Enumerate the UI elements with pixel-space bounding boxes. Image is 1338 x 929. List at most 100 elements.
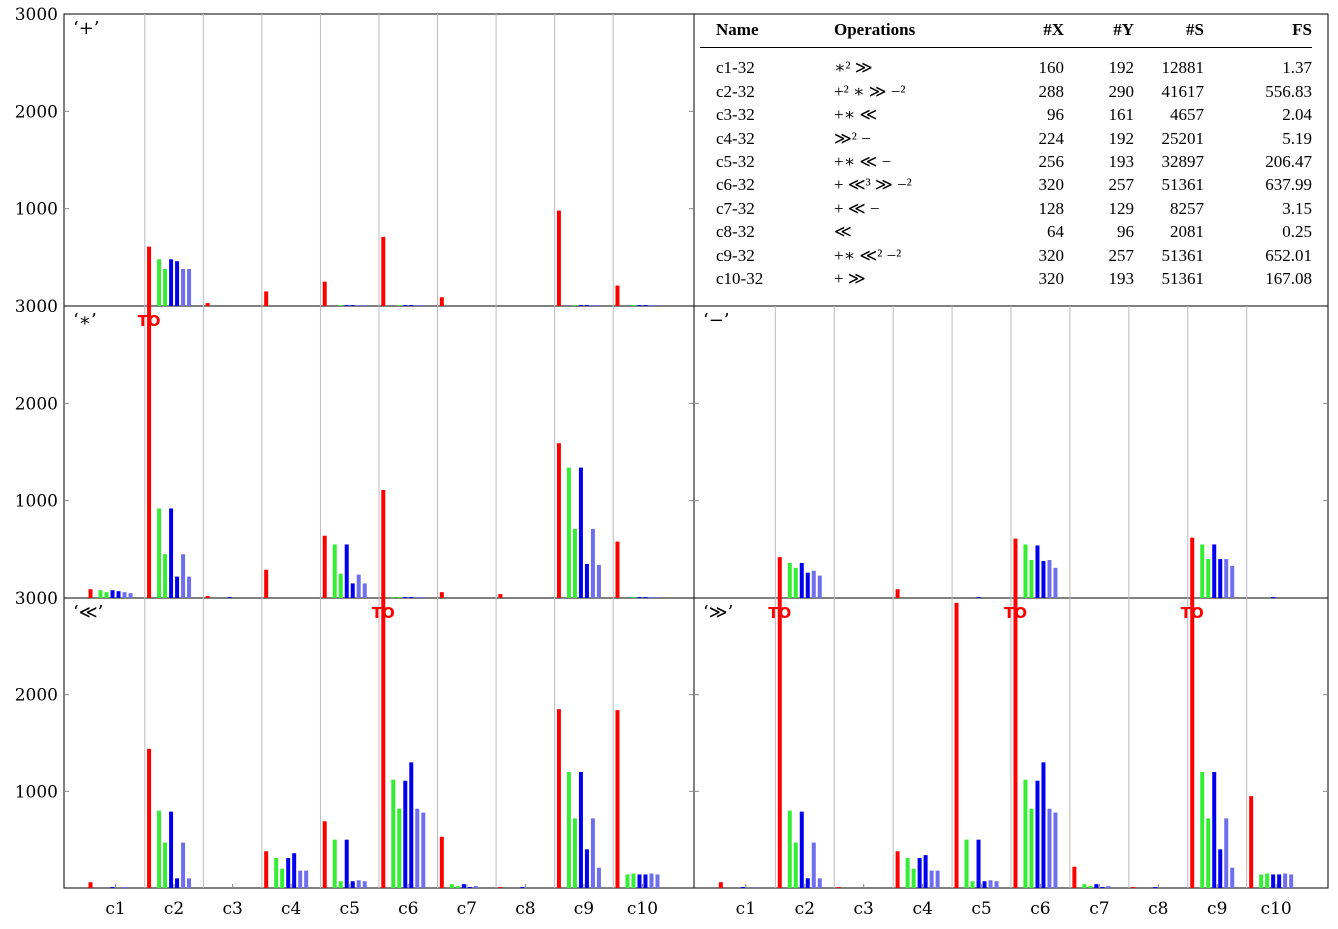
bar [338, 573, 343, 598]
bar [1190, 598, 1195, 888]
timeout-label: TO [1181, 604, 1204, 622]
cell-name: c7-32 [716, 198, 755, 218]
bar [811, 570, 816, 598]
bar [655, 597, 660, 598]
bar [439, 297, 444, 306]
bar [147, 748, 152, 888]
bar [163, 554, 168, 598]
cell-s: 12881 [1161, 58, 1205, 78]
cell-s: 8257 [1170, 198, 1204, 218]
cell-s: 51361 [1161, 175, 1205, 195]
table-row: c3-32 +∗ ≪ 96 161 4657 2.04 [700, 103, 1312, 126]
bar [917, 858, 922, 888]
bar [1094, 884, 1099, 888]
bar [643, 597, 648, 598]
bar [799, 562, 804, 598]
cell-s: 51361 [1161, 245, 1205, 265]
bar [322, 281, 327, 306]
cell-fs: 3.15 [1282, 198, 1312, 218]
bar [1053, 567, 1058, 598]
bar [718, 882, 723, 888]
bar [805, 572, 810, 598]
y-tick-label: 1000 [15, 200, 58, 220]
x-tick-label: c10 [1261, 899, 1292, 919]
bar [1271, 874, 1276, 888]
bar [817, 575, 822, 598]
bar [905, 858, 910, 888]
bar [615, 710, 620, 888]
y-tick-label: 1000 [15, 782, 58, 802]
bar [578, 305, 583, 306]
bar [649, 873, 654, 888]
bar [467, 887, 472, 888]
bar [88, 882, 93, 888]
bar [1100, 887, 1105, 888]
bar [649, 597, 654, 598]
bar [1200, 544, 1205, 598]
bar [264, 569, 269, 598]
cell-fs: 206.47 [1265, 152, 1312, 172]
bar [556, 709, 561, 888]
bar [187, 576, 192, 598]
bar [584, 563, 589, 598]
x-tick-label: c6 [1030, 899, 1050, 919]
cell-x: 320 [1038, 175, 1065, 195]
bar [381, 236, 386, 306]
bar [104, 592, 109, 598]
cell-ops: +∗ ≪ − [834, 152, 892, 172]
bar [895, 851, 900, 888]
bar [128, 593, 133, 598]
y-tick-label: 2000 [15, 394, 58, 414]
cell-ops: +∗ ≪ [834, 105, 878, 125]
cell-fs: 652.01 [1265, 245, 1312, 265]
bar [356, 574, 361, 598]
cell-x: 288 [1038, 81, 1065, 101]
cell-s: 41617 [1161, 81, 1205, 101]
bar [1259, 874, 1264, 888]
bar [1230, 867, 1235, 888]
cell-x: 256 [1038, 152, 1065, 172]
y-tick-label: 3000 [15, 5, 58, 25]
cell-name: c5-32 [716, 152, 755, 172]
bar [817, 878, 822, 888]
bar [637, 305, 642, 306]
bar [1035, 780, 1040, 888]
cell-y: 193 [1108, 269, 1135, 289]
bar [1206, 818, 1211, 888]
bar [415, 597, 420, 598]
bar [615, 541, 620, 598]
bar [590, 528, 595, 598]
bar [1088, 886, 1093, 888]
cell-ops: ∗² ≫ [834, 58, 873, 78]
bar [1047, 808, 1052, 888]
bar [935, 870, 940, 888]
bar [169, 508, 174, 598]
bar [1283, 873, 1288, 888]
bar [391, 779, 396, 888]
bar [976, 597, 981, 598]
cell-x: 96 [1047, 105, 1064, 125]
x-tick-label: c9 [1207, 899, 1227, 919]
table-row: c9-32 +∗ ≪² −² 320 257 51361 652.01 [700, 244, 1312, 267]
bar [1212, 544, 1217, 598]
panel-title: ‘+’ [73, 18, 100, 39]
bar [187, 878, 192, 888]
bar [157, 259, 162, 306]
cell-fs: 556.83 [1265, 81, 1312, 101]
bar [122, 592, 127, 598]
bar [643, 874, 648, 888]
bar [356, 880, 361, 888]
bar [1023, 779, 1028, 888]
timeout-label: TO [138, 312, 161, 330]
bar [1218, 559, 1223, 598]
bar [98, 590, 103, 598]
x-tick-label: c1 [105, 899, 125, 919]
bar [596, 867, 601, 888]
bar [836, 887, 841, 888]
bar [740, 887, 745, 888]
bar [566, 467, 571, 598]
bar [631, 597, 636, 598]
bar [344, 839, 349, 888]
bar [787, 562, 792, 598]
bar [397, 597, 402, 598]
